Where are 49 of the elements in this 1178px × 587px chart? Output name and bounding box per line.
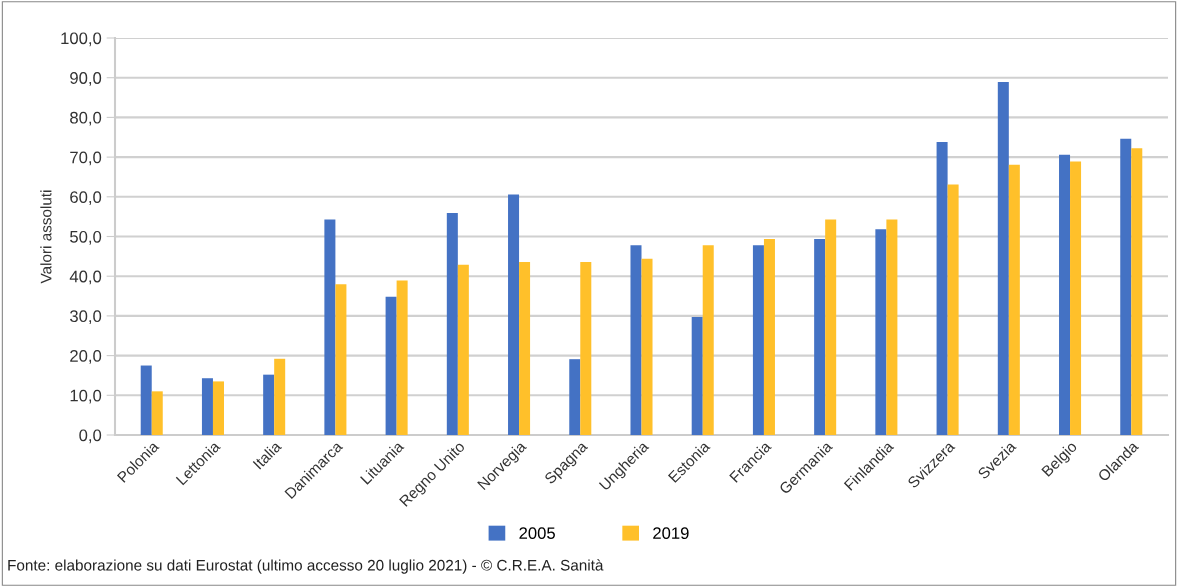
bar [1059,154,1071,435]
bar [385,296,397,435]
legend-label: 2005 [519,527,555,540]
bar [1120,138,1132,435]
bar [263,374,275,435]
y-tick-label: 10,0 [70,389,102,404]
bar [151,391,163,435]
bar [875,229,887,435]
legend-label: 2019 [653,527,689,540]
y-tick-label: 70,0 [70,151,102,166]
bar [1131,148,1143,435]
bar [335,284,347,435]
bar [886,219,898,435]
bar [763,238,775,435]
bar [691,317,703,435]
y-tick-label: 40,0 [69,270,102,285]
bar [274,358,286,435]
y-tick-label: 60,0 [70,191,102,205]
bar [324,219,336,435]
y-tick-label: 30,0 [70,310,102,325]
bar [201,378,213,435]
y-tick-label: 80,0 [70,111,102,126]
y-axis-title: Valori assoluti [40,190,52,284]
y-tick-label: 50,0 [70,230,102,245]
bar [814,238,826,435]
bar [508,194,520,435]
bar [641,258,653,435]
bar [580,261,592,435]
bar [630,245,642,435]
bar [936,142,948,435]
y-tick-label: 90,0 [70,72,102,86]
bar [140,365,152,435]
bar [396,280,408,435]
bar [569,359,581,435]
bar [825,219,837,435]
bar [446,213,458,435]
bar [997,82,1009,435]
bar [1008,164,1020,435]
y-tick-label: 0,0 [79,429,102,444]
bar [947,184,959,435]
bar [212,381,224,435]
y-tick-label: 100,0 [61,32,102,47]
bar [702,245,714,435]
bar [519,261,531,435]
bar [1070,161,1082,435]
bar [752,245,764,435]
source-note: Fonte: elaborazione su dati Eurostat (ultimo accesso 20 luglio 2021) - © C.R.E.A. Sanità [8,559,604,574]
bar [457,264,469,435]
y-tick-label: 20,0 [70,350,102,364]
